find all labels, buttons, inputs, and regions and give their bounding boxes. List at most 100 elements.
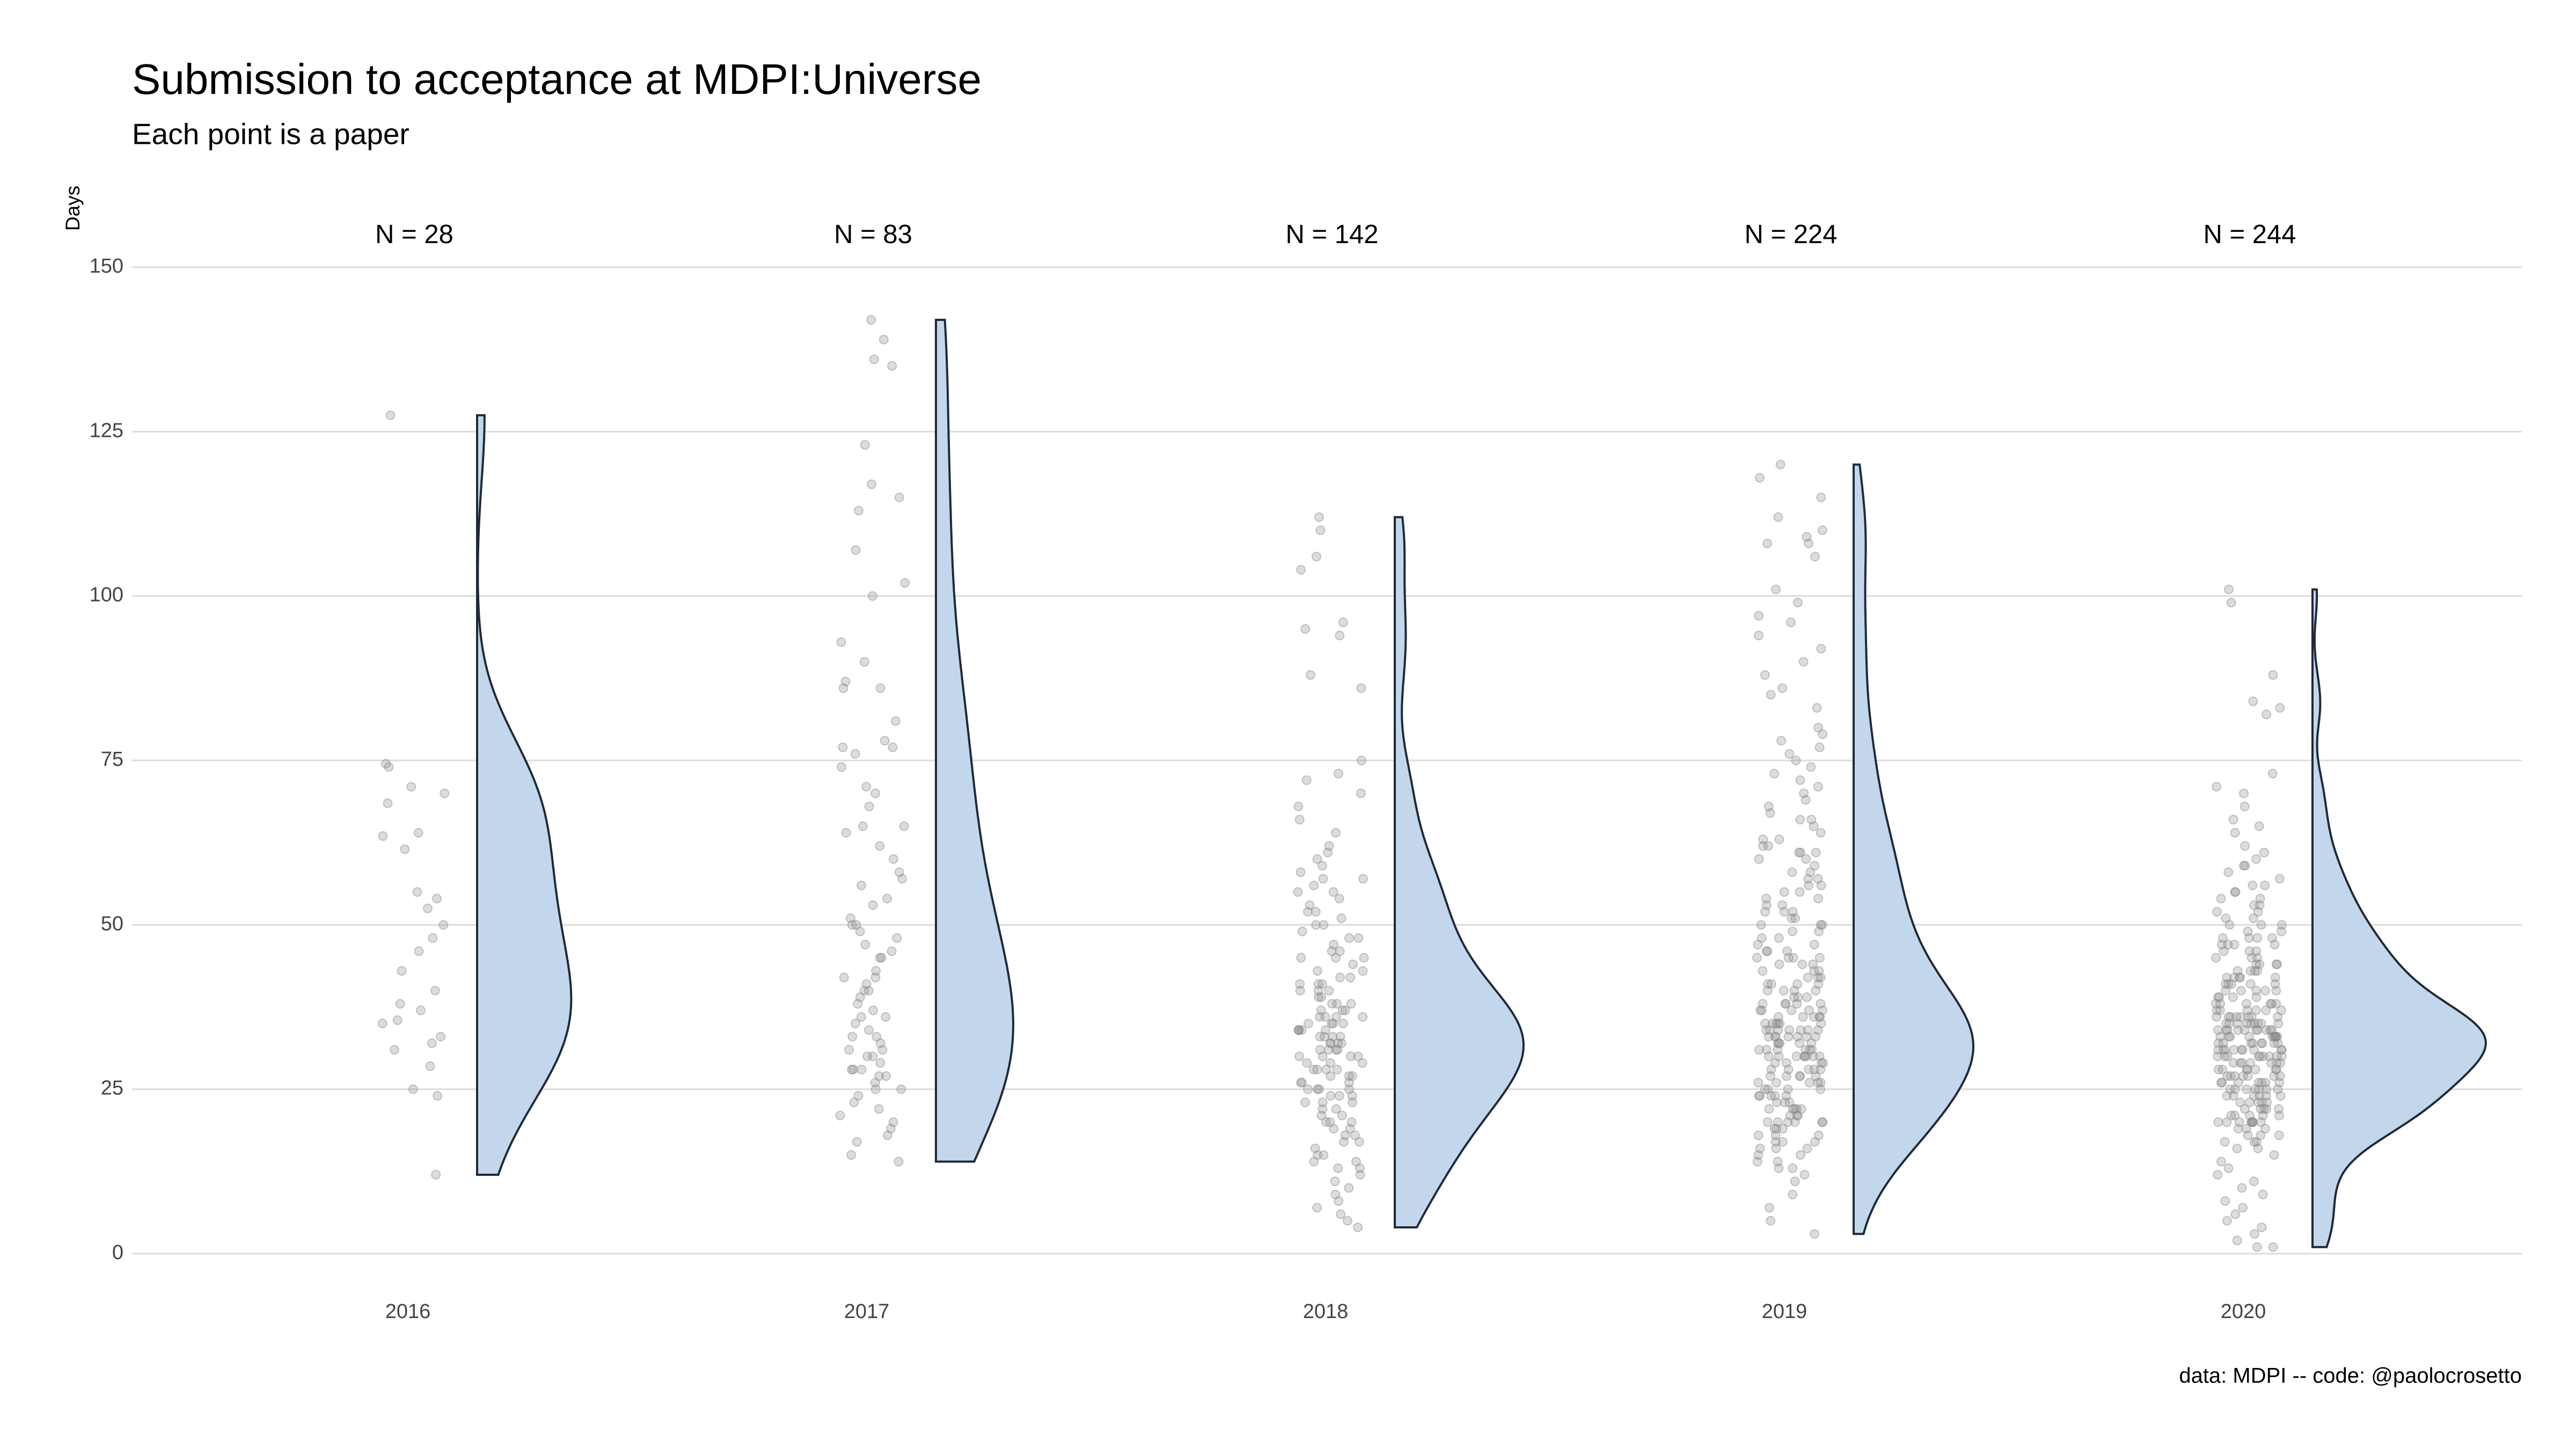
point bbox=[1344, 1071, 1354, 1081]
point bbox=[2243, 1071, 2253, 1081]
point bbox=[1813, 782, 1823, 792]
point bbox=[862, 1051, 873, 1062]
point bbox=[2221, 1019, 2231, 1029]
point bbox=[888, 1117, 898, 1127]
point bbox=[2262, 1097, 2272, 1108]
point bbox=[875, 953, 885, 963]
point bbox=[2275, 1091, 2286, 1101]
point bbox=[2229, 972, 2240, 983]
point bbox=[1312, 1064, 1322, 1074]
point bbox=[1311, 552, 1321, 562]
point bbox=[1784, 1025, 1794, 1035]
point bbox=[1754, 631, 1764, 641]
point bbox=[2223, 1031, 2234, 1042]
point bbox=[2254, 1084, 2264, 1094]
point bbox=[860, 940, 870, 950]
point bbox=[2253, 1019, 2263, 1029]
point bbox=[2269, 1038, 2279, 1048]
point bbox=[1309, 880, 1319, 890]
point bbox=[2268, 670, 2278, 680]
point bbox=[2213, 1117, 2223, 1127]
point bbox=[1790, 1176, 1800, 1187]
point bbox=[2246, 953, 2257, 963]
point bbox=[2218, 933, 2228, 943]
point bbox=[881, 1012, 891, 1022]
point bbox=[1811, 985, 1821, 996]
point bbox=[1816, 1058, 1826, 1068]
point bbox=[835, 1110, 845, 1121]
point bbox=[1773, 1038, 1783, 1048]
point bbox=[1315, 525, 1326, 536]
point bbox=[425, 1061, 435, 1071]
point bbox=[1816, 972, 1826, 983]
point bbox=[888, 742, 898, 752]
point bbox=[1807, 1045, 1817, 1055]
point bbox=[2213, 1051, 2223, 1062]
chart-title: Submission to acceptance at MDPI:Univers… bbox=[132, 55, 982, 103]
point bbox=[1777, 1137, 1788, 1147]
point bbox=[2226, 1110, 2236, 1121]
point bbox=[2246, 1117, 2257, 1127]
point bbox=[2222, 1071, 2233, 1081]
point bbox=[1754, 611, 1764, 621]
point bbox=[1359, 953, 1369, 963]
point bbox=[1346, 999, 1356, 1009]
point bbox=[875, 841, 885, 851]
point bbox=[853, 999, 863, 1009]
point bbox=[1337, 1110, 1348, 1121]
point bbox=[1756, 920, 1766, 930]
point bbox=[1329, 940, 1339, 950]
n-label: N = 142 bbox=[1286, 220, 1379, 249]
point bbox=[2267, 769, 2278, 779]
point bbox=[1796, 1104, 1806, 1114]
point bbox=[1333, 1038, 1343, 1048]
point bbox=[1799, 1051, 1810, 1062]
point bbox=[381, 759, 391, 769]
point bbox=[2240, 1025, 2250, 1035]
point bbox=[876, 953, 887, 963]
point bbox=[1356, 788, 1366, 799]
point bbox=[1781, 1058, 1791, 1068]
point bbox=[1345, 972, 1356, 983]
point bbox=[866, 315, 876, 325]
point bbox=[863, 1025, 874, 1035]
point bbox=[887, 946, 897, 956]
point bbox=[1773, 1025, 1783, 1035]
point bbox=[1816, 999, 1826, 1009]
point bbox=[1318, 1097, 1328, 1108]
point bbox=[2274, 874, 2285, 884]
point bbox=[1774, 835, 1784, 845]
point bbox=[1801, 854, 1811, 864]
point bbox=[2212, 782, 2222, 792]
point bbox=[1334, 1091, 1344, 1101]
point bbox=[2251, 1005, 2261, 1015]
point bbox=[400, 844, 410, 854]
point bbox=[1753, 1150, 1763, 1160]
point bbox=[1355, 1163, 1365, 1173]
point bbox=[1346, 1051, 1356, 1062]
point bbox=[1325, 1117, 1335, 1127]
point bbox=[1803, 1025, 1813, 1035]
point bbox=[892, 933, 902, 943]
point bbox=[2274, 1110, 2285, 1121]
point bbox=[1781, 1071, 1791, 1081]
point bbox=[2218, 1038, 2228, 1048]
point bbox=[880, 736, 890, 746]
point bbox=[1757, 1005, 1767, 1015]
point bbox=[1813, 894, 1824, 904]
point bbox=[2237, 1045, 2248, 1055]
point bbox=[2233, 1124, 2243, 1134]
point bbox=[1315, 1031, 1325, 1042]
point bbox=[1783, 1064, 1794, 1074]
point bbox=[2233, 1025, 2243, 1035]
point bbox=[1788, 906, 1798, 917]
point bbox=[1761, 946, 1772, 956]
point bbox=[1809, 966, 1819, 976]
point bbox=[2267, 933, 2278, 943]
point bbox=[1761, 1025, 1772, 1035]
point bbox=[2260, 880, 2270, 890]
point bbox=[1810, 552, 1820, 562]
point bbox=[1770, 1091, 1780, 1101]
point bbox=[1350, 1130, 1360, 1140]
